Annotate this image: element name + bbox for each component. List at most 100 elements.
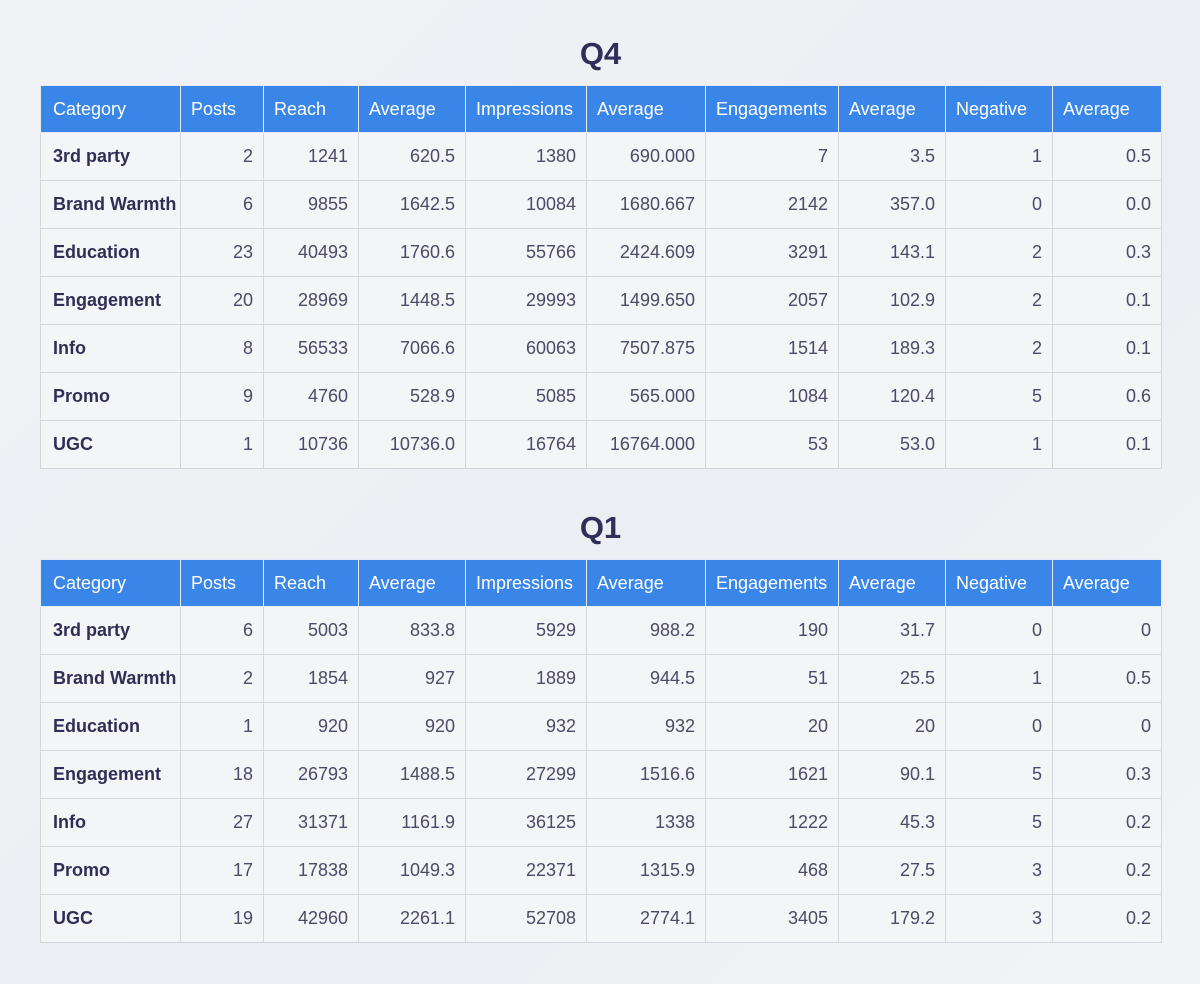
value-cell: 18 [180, 750, 264, 799]
value-cell: 0.2 [1052, 894, 1162, 943]
column-header: Category [40, 85, 181, 133]
value-cell: 1 [180, 702, 264, 751]
value-cell: 927 [358, 654, 466, 703]
value-cell: 20 [180, 276, 264, 325]
value-cell: 1760.6 [358, 228, 466, 277]
column-header: Category [40, 559, 181, 607]
value-cell: 1222 [705, 798, 839, 847]
value-cell: 16764 [465, 420, 587, 469]
value-cell: 7507.875 [586, 324, 706, 373]
value-cell: 102.9 [838, 276, 946, 325]
value-cell: 1516.6 [586, 750, 706, 799]
column-header: Reach [263, 85, 359, 133]
category-cell: 3rd party [40, 132, 181, 181]
value-cell: 2 [945, 324, 1053, 373]
category-cell: Brand Warmth [40, 180, 181, 229]
value-cell: 2 [180, 132, 264, 181]
value-cell: 56533 [263, 324, 359, 373]
value-cell: 7 [705, 132, 839, 181]
value-cell: 19 [180, 894, 264, 943]
category-cell: Info [40, 324, 181, 373]
value-cell: 143.1 [838, 228, 946, 277]
value-cell: 0.6 [1052, 372, 1162, 421]
value-cell: 31371 [263, 798, 359, 847]
category-cell: UGC [40, 420, 181, 469]
value-cell: 1889 [465, 654, 587, 703]
value-cell: 23 [180, 228, 264, 277]
table-row: UGC 19 42960 2261.1 52708 2774.1 3405 179.2 3 0.2 [40, 894, 1162, 943]
value-cell: 3 [945, 846, 1053, 895]
column-header: Reach [263, 559, 359, 607]
value-cell: 7066.6 [358, 324, 466, 373]
value-cell: 51 [705, 654, 839, 703]
column-header: Posts [180, 559, 264, 607]
category-cell: Education [40, 228, 181, 277]
column-header: Engagements [705, 559, 839, 607]
value-cell: 357.0 [838, 180, 946, 229]
value-cell: 0.2 [1052, 846, 1162, 895]
column-header: Average [358, 85, 466, 133]
value-cell: 90.1 [838, 750, 946, 799]
value-cell: 565.000 [586, 372, 706, 421]
value-cell: 1 [945, 654, 1053, 703]
q4-section: Q4 Category Posts Reach Average Impressions A… [40, 30, 1162, 469]
value-cell: 932 [586, 702, 706, 751]
value-cell: 0 [1052, 606, 1162, 655]
column-header: Average [1052, 559, 1162, 607]
table-row: Info 8 56533 7066.6 60063 7507.875 1514 189.3 2 0… [40, 324, 1162, 373]
value-cell: 36125 [465, 798, 587, 847]
value-cell: 189.3 [838, 324, 946, 373]
value-cell: 29993 [465, 276, 587, 325]
value-cell: 5929 [465, 606, 587, 655]
value-cell: 1380 [465, 132, 587, 181]
value-cell: 0.1 [1052, 324, 1162, 373]
column-header: Negative [945, 559, 1053, 607]
column-header: Average [1052, 85, 1162, 133]
column-header: Average [838, 559, 946, 607]
value-cell: 3 [945, 894, 1053, 943]
column-header: Negative [945, 85, 1053, 133]
category-cell: Brand Warmth [40, 654, 181, 703]
category-cell: Engagement [40, 750, 181, 799]
value-cell: 1084 [705, 372, 839, 421]
value-cell: 1854 [263, 654, 359, 703]
table-row: Promo 9 4760 528.9 5085 565.000 1084 120.4 5 0.6 [40, 372, 1162, 421]
column-header: Average [586, 559, 706, 607]
value-cell: 1 [945, 132, 1053, 181]
value-cell: 25.5 [838, 654, 946, 703]
value-cell: 27 [180, 798, 264, 847]
value-cell: 52708 [465, 894, 587, 943]
table-body: 3rd party 2 1241 620.5 1380 690.000 7 3.5 1 0.5 Br… [40, 132, 1162, 469]
value-cell: 5 [945, 798, 1053, 847]
value-cell: 2 [945, 276, 1053, 325]
value-cell: 6 [180, 180, 264, 229]
value-cell: 1642.5 [358, 180, 466, 229]
value-cell: 833.8 [358, 606, 466, 655]
value-cell: 932 [465, 702, 587, 751]
table-row: Brand Warmth 2 1854 927 1889 944.5 51 25.5 1 0.5 [40, 654, 1162, 703]
value-cell: 468 [705, 846, 839, 895]
category-cell: UGC [40, 894, 181, 943]
value-cell: 2 [180, 654, 264, 703]
value-cell: 28969 [263, 276, 359, 325]
value-cell: 3291 [705, 228, 839, 277]
value-cell: 2057 [705, 276, 839, 325]
section-title: Q4 [579, 36, 622, 71]
value-cell: 190 [705, 606, 839, 655]
value-cell: 920 [263, 702, 359, 751]
value-cell: 1448.5 [358, 276, 466, 325]
value-cell: 27.5 [838, 846, 946, 895]
section-title: Q1 [579, 510, 622, 545]
value-cell: 9 [180, 372, 264, 421]
column-header: Average [586, 85, 706, 133]
value-cell: 8 [180, 324, 264, 373]
table-row: Promo 17 17838 1049.3 22371 1315.9 468 27.5 3 0.2 [40, 846, 1162, 895]
table-row: 3rd party 6 5003 833.8 5929 988.2 190 31.7 0 0 [40, 606, 1162, 655]
value-cell: 45.3 [838, 798, 946, 847]
value-cell: 1338 [586, 798, 706, 847]
value-cell: 120.4 [838, 372, 946, 421]
value-cell: 9855 [263, 180, 359, 229]
value-cell: 179.2 [838, 894, 946, 943]
category-cell: 3rd party [40, 606, 181, 655]
table-body: 3rd party 6 5003 833.8 5929 988.2 190 31.7 0 0 Bra… [40, 606, 1162, 943]
